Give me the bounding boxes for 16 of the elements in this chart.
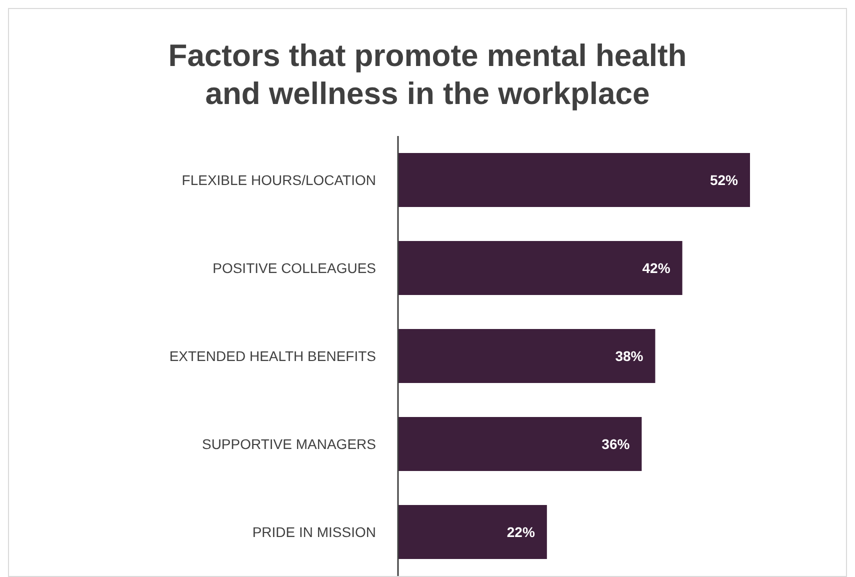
- data-label: 22%: [506, 524, 536, 540]
- data-label: 36%: [602, 436, 630, 452]
- data-label: 38%: [615, 348, 644, 364]
- y-tick-label: PRIDE IN MISSION: [252, 524, 376, 540]
- bar: [398, 241, 682, 295]
- bar: [398, 153, 750, 207]
- y-tick-label: SUPPORTIVE MANAGERS: [202, 436, 376, 452]
- bar: [398, 505, 547, 559]
- data-label: 42%: [642, 260, 671, 276]
- y-tick-label: FLEXIBLE HOURS/LOCATION: [182, 172, 376, 188]
- bar: [398, 417, 642, 471]
- chart-title: Factors that promote mental health and wellness in the workplace: [167, 37, 688, 113]
- bar: [398, 329, 656, 383]
- data-label: 52%: [710, 172, 739, 188]
- y-tick-label: EXTENDED HEALTH BENEFITS: [169, 348, 376, 364]
- y-tick-label: POSITIVE COLLEAGUES: [212, 260, 376, 276]
